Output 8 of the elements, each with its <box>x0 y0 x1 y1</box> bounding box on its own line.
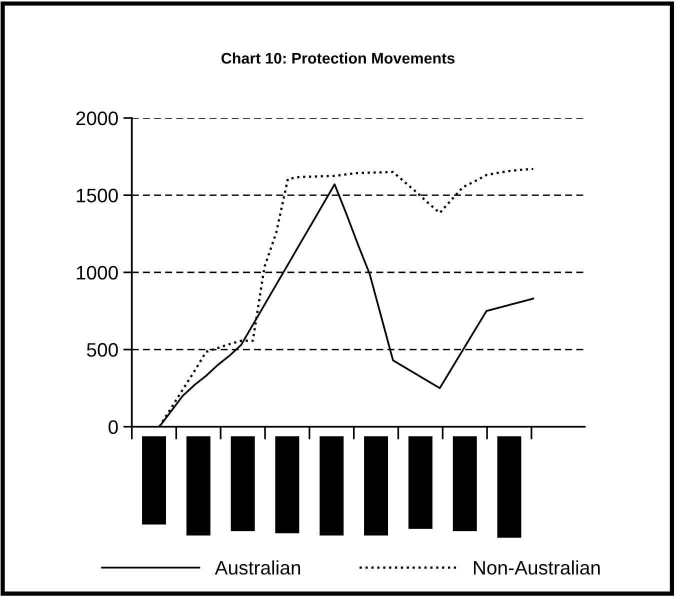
chart-title: Chart 10: Protection Movements <box>221 52 455 64</box>
legend-label: Non-Australian <box>474 560 600 575</box>
legend-label: Australian <box>214 560 300 575</box>
y-tick-label: 0 <box>108 420 118 434</box>
y-tick-label: 2000 <box>76 111 118 126</box>
y-tick-label: 1500 <box>76 188 118 202</box>
y-tick-label: 1000 <box>76 266 118 280</box>
y-tick-label: 500 <box>86 343 118 357</box>
